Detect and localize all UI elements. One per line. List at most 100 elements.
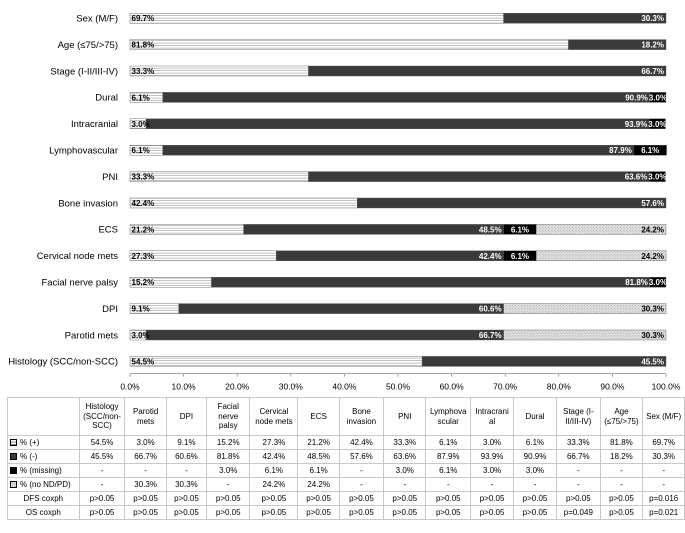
x-tick-label: 100.0% (652, 382, 681, 392)
x-tick-label: 50.0% (386, 382, 411, 392)
table-cell: 81.8% (599, 435, 644, 450)
table-cell: 42.4% (338, 435, 385, 450)
x-tick-label: 10.0% (172, 382, 197, 392)
x-tick-label: 70.0% (493, 382, 518, 392)
table-cell: p>0.05 (124, 505, 167, 520)
table-cell: 3.0% (383, 463, 427, 478)
table-cell: p=0.049 (556, 505, 601, 520)
table-cell: 6.1% (249, 463, 299, 478)
table-row-label: % (missing) (20, 465, 62, 475)
x-tick-label: 80.0% (547, 382, 572, 392)
table-row-label: DFS coxph (23, 493, 64, 503)
bar-segment (357, 197, 667, 209)
table-row-header: % (missing) (7, 463, 80, 478)
bar-segment (129, 12, 504, 24)
legend-key-icon (10, 466, 17, 474)
table-cell: - (78, 463, 126, 478)
table-cell: 6.1% (425, 435, 472, 450)
category-label: Histology (SCC/non-SCC) (8, 357, 118, 368)
table-column-header: Intracrani al (470, 397, 514, 436)
table-cell: 33.3% (383, 435, 427, 450)
table-cell: p>0.05 (206, 491, 251, 506)
data-label: 87.9% (609, 146, 632, 155)
bar-segment (633, 144, 667, 156)
table-cell: p>0.05 (425, 491, 472, 506)
category-label: Intracranial (71, 119, 118, 130)
table-cell: p>0.05 (470, 491, 514, 506)
data-label: 30.3% (641, 305, 664, 314)
table-cell: 69.7% (642, 435, 685, 450)
table-row-header: % (no ND/PD) (7, 477, 80, 492)
table-header-row: Histology (SCC/non-SCC) Parotid mets DPI Fa… (7, 397, 685, 436)
table-cell: 24.2% (249, 477, 299, 492)
table-column-header: Facial nerve palsy (206, 397, 251, 436)
table-row-label: % (-) (20, 451, 38, 461)
table-row-label: % (+) (20, 437, 40, 447)
table-row-header: OS coxph (7, 505, 80, 520)
table-cell: - (338, 463, 385, 478)
data-label: 42.4% (132, 199, 155, 208)
data-label: 3.0% (132, 331, 150, 340)
data-label: 24.2% (641, 252, 664, 261)
data-label: 57.6% (641, 199, 664, 208)
table-cell: - (556, 463, 601, 478)
category-label: Parotid mets (65, 330, 119, 341)
table-cell: - (599, 463, 644, 478)
table-cell: - (512, 477, 558, 492)
table-cell: 21.2% (297, 435, 340, 450)
data-label: 27.3% (132, 252, 155, 261)
table-cell: p=0.016 (642, 491, 685, 506)
table-cell: 66.7% (556, 449, 601, 464)
table-cell: p>0.05 (599, 491, 644, 506)
table-cell: p>0.05 (383, 491, 427, 506)
table-cell: p>0.05 (512, 505, 558, 520)
data-label: 3.0% (648, 120, 666, 129)
bar-segment (308, 65, 667, 77)
table-cell: p>0.05 (78, 505, 126, 520)
table-column-header: Parotid mets (124, 397, 167, 436)
data-label: 21.2% (132, 225, 155, 234)
x-tick-label: 60.0% (440, 382, 465, 392)
data-label: 3.0% (649, 93, 667, 102)
table-row-header: % (-) (7, 449, 80, 464)
data-label: 15.2% (132, 278, 155, 287)
table-cell: - (642, 463, 685, 478)
bar-segment (178, 303, 504, 314)
data-label: 81.8% (625, 278, 648, 287)
table-column-header: Dural (512, 397, 558, 436)
bar-segment (503, 303, 667, 314)
table-cell: p>0.05 (512, 491, 558, 506)
bar-segment (129, 65, 309, 77)
bar-segment (162, 144, 635, 156)
table-column-header: Cervical node mets (249, 397, 299, 436)
data-label: 33.3% (132, 67, 155, 76)
table-cell: 15.2% (206, 435, 251, 450)
table-cell: p>0.05 (297, 491, 340, 506)
bar-segment (503, 329, 667, 341)
table-cell: 6.1% (297, 463, 340, 478)
bar-segment (649, 118, 666, 130)
data-label: 6.1% (132, 146, 150, 155)
table-cell: 90.9% (512, 449, 558, 464)
data-label: 6.1% (132, 93, 150, 102)
data-label: 42.4% (479, 252, 502, 261)
table-cell: p>0.05 (425, 505, 472, 520)
data-label: 60.6% (479, 305, 502, 314)
table-cell: 3.0% (470, 463, 514, 478)
data-label: 30.3% (641, 331, 664, 340)
table-cell: 33.3% (556, 435, 601, 450)
x-tick-label: 40.0% (332, 382, 357, 392)
table-cell: p>0.05 (249, 505, 299, 520)
bar-segment (421, 356, 667, 367)
data-label: 33.3% (132, 173, 155, 182)
table-cell: 3.0% (470, 435, 514, 450)
data-table: Histology (SCC/non-SCC) Parotid mets DPI Fa… (7, 397, 685, 520)
table-column-header: PNI (383, 397, 427, 436)
bar-segment (649, 171, 666, 182)
table-cell: p>0.05 (165, 505, 208, 520)
table-cell: 60.6% (165, 449, 208, 464)
table-cell: 18.2% (599, 449, 644, 464)
table-cell: p>0.05 (78, 491, 126, 506)
data-label: 6.1% (511, 225, 529, 234)
table-cell: 30.3% (124, 477, 167, 492)
